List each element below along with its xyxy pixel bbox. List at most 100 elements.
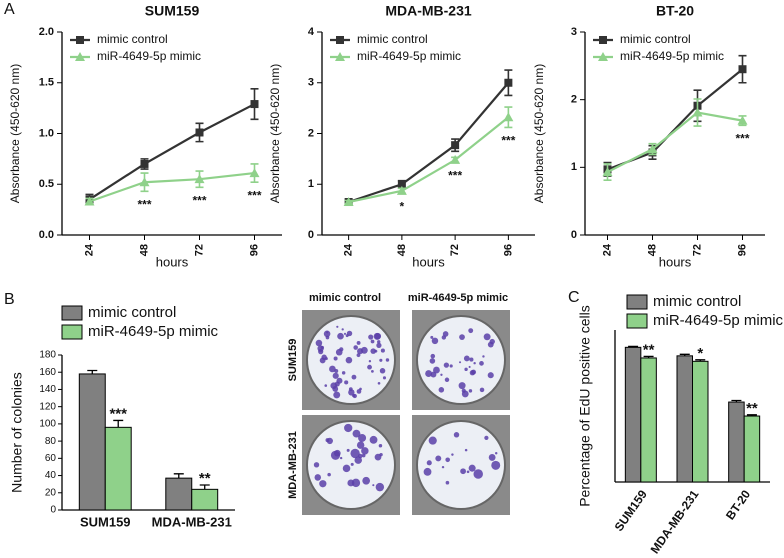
colony (329, 365, 336, 373)
colony (379, 358, 383, 362)
colony (337, 332, 344, 340)
colony (449, 364, 453, 368)
colony (464, 448, 468, 452)
marker (396, 185, 407, 195)
y-tick-label: 0 (308, 229, 314, 241)
colony (332, 372, 339, 379)
y-tick-label: 0 (50, 505, 56, 516)
colony (359, 387, 362, 391)
x-axis-label: hours (156, 254, 189, 269)
bar (676, 355, 693, 483)
colony (430, 353, 436, 359)
colony (460, 468, 466, 475)
colony (379, 368, 386, 374)
x-tick-label: 72 (193, 244, 205, 256)
significance: *** (192, 193, 206, 207)
colony (336, 377, 343, 384)
significance: * (697, 345, 703, 362)
colony (314, 474, 322, 481)
colony (370, 339, 375, 344)
colony (426, 460, 432, 466)
significance: *** (247, 188, 261, 202)
significance: *** (137, 198, 151, 212)
colony (323, 330, 331, 338)
colony (352, 429, 361, 438)
marker (195, 128, 204, 137)
legend-label: miR-4649-5p mimic (97, 49, 201, 63)
colony (430, 335, 434, 339)
colony (368, 334, 374, 340)
y-tick-label: 0.5 (39, 178, 54, 190)
colony (468, 328, 474, 334)
colony (479, 387, 485, 393)
x-tick-label: 24 (83, 243, 95, 256)
colony (423, 467, 432, 476)
legend-swatch (626, 294, 648, 310)
colony (459, 334, 465, 341)
colony (341, 328, 344, 331)
colony (350, 448, 360, 459)
colony (371, 369, 374, 373)
colony (333, 356, 338, 361)
marker (504, 78, 513, 87)
marker (139, 177, 150, 187)
colony (494, 451, 498, 455)
colony (356, 441, 365, 449)
colony (451, 453, 454, 456)
legend-label: mimic control (97, 32, 168, 46)
legend-label: miR-4649-5p mimic (88, 323, 219, 340)
legend-swatch (61, 324, 83, 340)
y-tick-label: 3 (308, 77, 314, 89)
colony (356, 353, 361, 358)
column-label: mimic control (309, 292, 381, 304)
colony (482, 355, 485, 358)
series-line (348, 116, 510, 204)
colony (351, 478, 361, 488)
colony (468, 464, 476, 472)
y-tick-label: 180 (39, 350, 56, 361)
colony (378, 443, 383, 448)
x-tick-label: 96 (736, 244, 748, 256)
panel-label: A (4, 1, 15, 18)
marker (451, 141, 460, 150)
colony (464, 367, 468, 372)
colony (315, 339, 323, 347)
colony (433, 366, 440, 374)
colony (453, 432, 460, 438)
y-tick-label: 40 (45, 470, 57, 481)
y-axis-label: Number of colonies (9, 372, 25, 493)
colony (488, 454, 496, 461)
colony (345, 334, 349, 338)
colony (458, 382, 466, 390)
x-tick-label: 72 (691, 244, 703, 256)
marker (249, 168, 260, 178)
colony (374, 453, 382, 461)
colony (483, 333, 491, 341)
error-bar (87, 369, 98, 374)
colony (442, 331, 449, 337)
legend-marker (75, 52, 85, 61)
colony (473, 469, 483, 479)
colony (466, 470, 470, 474)
plate (416, 420, 506, 510)
colony (463, 355, 470, 362)
colony (367, 364, 372, 370)
colony (370, 348, 376, 354)
x-tick-label: 48 (138, 244, 150, 256)
colony (445, 457, 450, 463)
colony (373, 332, 381, 340)
colony (459, 361, 462, 364)
marker (692, 107, 703, 117)
series-line (88, 103, 256, 201)
significance: ** (199, 470, 211, 487)
y-axis-label: Absorbance (450-620 nm) (532, 64, 546, 203)
significance: *** (735, 132, 749, 146)
error-bar (199, 484, 210, 490)
colony (325, 438, 330, 443)
colony (350, 462, 354, 466)
y-tick-label: 100 (39, 419, 56, 430)
colony (461, 390, 469, 398)
x-axis-label: hours (659, 254, 692, 269)
colony (336, 325, 339, 328)
colony (382, 376, 387, 380)
